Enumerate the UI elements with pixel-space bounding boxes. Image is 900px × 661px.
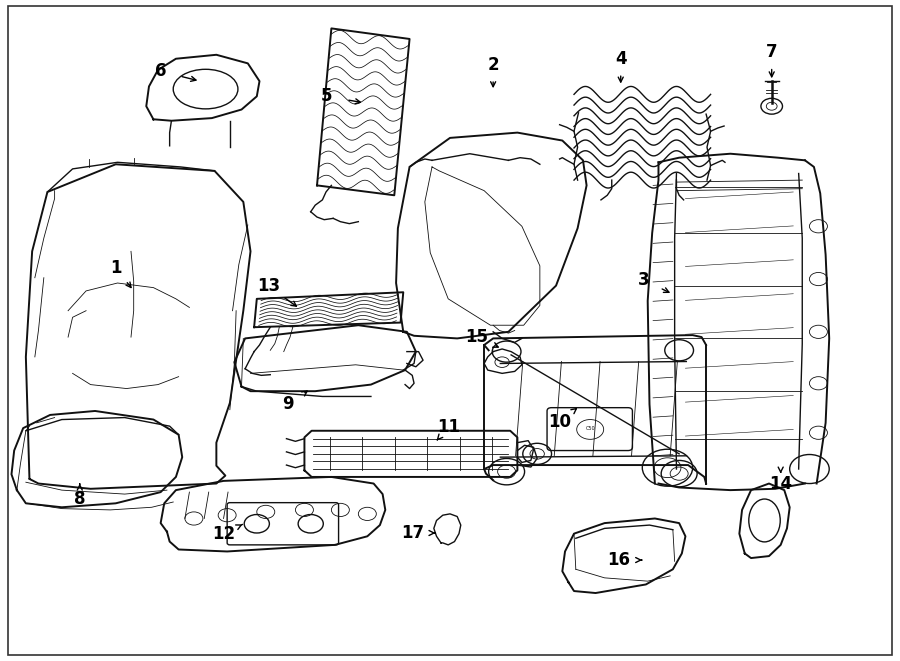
Text: 5: 5 — [321, 87, 333, 105]
Text: 10: 10 — [548, 412, 572, 430]
Text: 1: 1 — [110, 259, 122, 277]
Text: 13: 13 — [256, 278, 280, 295]
Text: 15: 15 — [465, 328, 489, 346]
Text: 4: 4 — [615, 50, 626, 67]
Text: 6: 6 — [155, 62, 166, 80]
Text: 17: 17 — [400, 524, 424, 542]
Text: 3: 3 — [637, 271, 649, 289]
Text: 9: 9 — [283, 395, 294, 413]
Text: C50: C50 — [585, 426, 595, 431]
Text: 12: 12 — [212, 525, 235, 543]
Text: 16: 16 — [608, 551, 630, 569]
Text: 11: 11 — [436, 418, 460, 436]
Text: 7: 7 — [766, 43, 778, 61]
Text: 14: 14 — [770, 475, 792, 492]
Text: 2: 2 — [487, 56, 499, 73]
Text: 8: 8 — [74, 490, 86, 508]
